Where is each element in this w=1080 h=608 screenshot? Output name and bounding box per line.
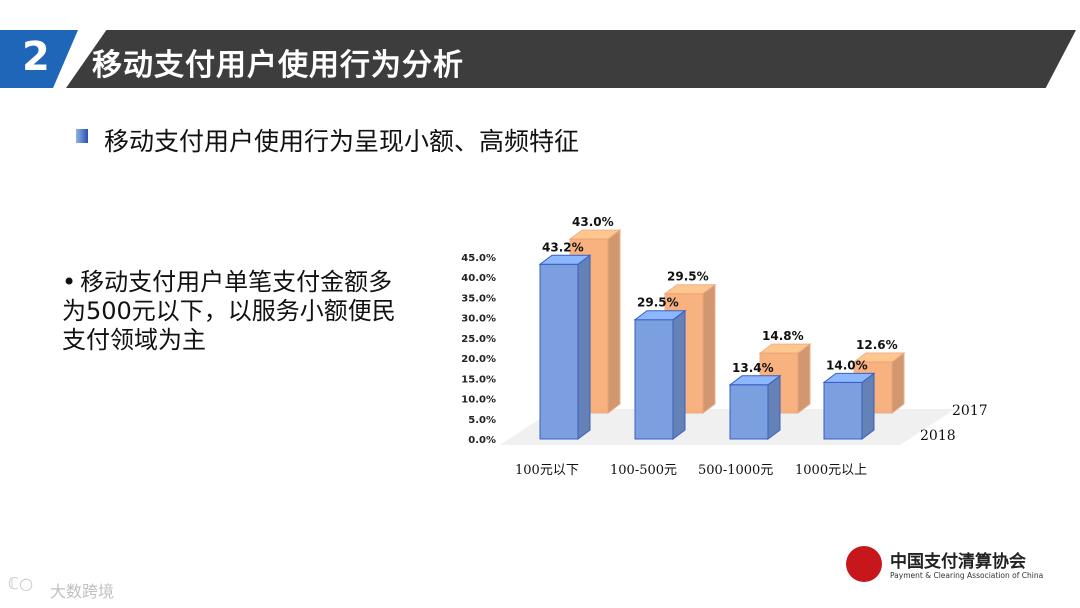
watermark-icon: ℂ○	[8, 574, 34, 593]
logo-name-en: Payment & Clearing Association of China	[890, 571, 1044, 580]
bar-front-2018	[729, 384, 769, 440]
bar-side-2017	[702, 283, 716, 414]
bar-side-2018	[767, 374, 781, 440]
y-tick-label: 35.0%	[461, 293, 496, 304]
legend-2018: 2018	[920, 428, 956, 444]
bar-side-2018	[672, 309, 686, 440]
y-tick-label: 25.0%	[461, 334, 496, 345]
y-tick-label: 5.0%	[468, 415, 496, 426]
x-tick-label: 1000元以上	[795, 463, 867, 478]
y-tick-label: 45.0%	[461, 253, 496, 264]
y-tick-label: 10.0%	[461, 395, 496, 406]
x-tick-label: 100元以下	[515, 463, 579, 478]
bar-side-2017	[607, 229, 621, 414]
x-tick-label: 500-1000元	[698, 463, 773, 478]
logo-mark-icon	[846, 546, 882, 582]
bar-top-2018	[822, 372, 876, 383]
bar-front-2018	[634, 319, 674, 440]
bar-top-2018	[633, 310, 687, 321]
header-bar	[66, 30, 1076, 88]
bar-side-2018	[861, 372, 875, 440]
bar-side-2017	[797, 343, 811, 414]
data-label-2018: 13.4%	[732, 361, 774, 375]
data-label-2018: 14.0%	[826, 358, 868, 372]
body-paragraph: 移动支付用户单笔支付金额多为500元以下，以服务小额便民支付领域为主	[62, 268, 396, 354]
bar-side-2017	[891, 352, 905, 414]
bar-top-2018	[728, 375, 782, 386]
bar-side-2018	[577, 254, 591, 440]
y-tick-label: 0.0%	[468, 435, 496, 446]
bar-top-2017	[852, 352, 906, 363]
bullet-square-icon	[76, 129, 88, 143]
body-text: • 移动支付用户单笔支付金额多为500元以下，以服务小额便民支付领域为主	[62, 268, 402, 355]
legend-2017: 2017	[952, 403, 988, 419]
header-title: 移动支付用户使用行为分析	[92, 48, 464, 83]
y-tick-label: 40.0%	[461, 273, 496, 284]
data-label-2017: 43.0%	[572, 215, 614, 229]
bar-top-2017	[568, 229, 622, 240]
bullet-dot: •	[62, 268, 77, 296]
bar-chart: 0.0% 5.0% 10.0% 15.0% 20.0% 25.0% 30.0% 35.0% 40…	[461, 215, 988, 478]
bar-top-2017	[758, 343, 812, 354]
bar-front-2018	[539, 263, 579, 440]
y-tick-label: 20.0%	[461, 354, 496, 365]
data-label-2017: 14.8%	[762, 329, 804, 343]
logo-name-cn: 中国支付清算协会	[890, 552, 1026, 572]
header-number: 2	[22, 34, 50, 80]
watermark-text: 大数跨境	[50, 582, 115, 601]
bar-top-2018	[538, 254, 592, 265]
data-label-2017: 29.5%	[667, 270, 709, 284]
bar-front-2018	[823, 381, 863, 440]
data-label-2017: 12.6%	[856, 338, 898, 352]
subtitle: 移动支付用户使用行为呈现小额、高频特征	[104, 127, 580, 156]
x-tick-label: 100-500元	[610, 463, 677, 478]
y-tick-label: 15.0%	[461, 374, 496, 385]
bar-top-2017	[663, 284, 717, 295]
data-label-2018: 43.2%	[542, 240, 584, 254]
y-tick-label: 30.0%	[461, 314, 496, 325]
data-label-2018: 29.5%	[637, 296, 679, 310]
